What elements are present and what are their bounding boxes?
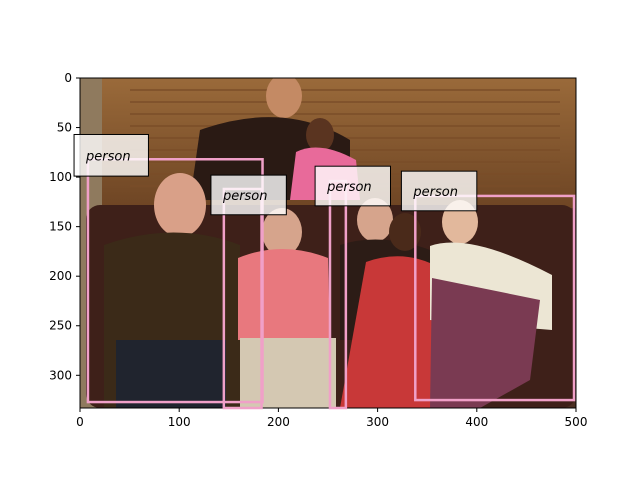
x-axis: 0 100 200 300 400 500 (76, 408, 587, 429)
axes-frame (79, 77, 577, 409)
y-tick-label: 100 (49, 170, 72, 184)
x-tick-label: 300 (366, 415, 389, 429)
label-background (73, 133, 149, 177)
y-tick-label: 300 (49, 368, 72, 382)
photo (80, 78, 576, 408)
x-tick-label: 0 (76, 415, 84, 429)
x-tick-label: 500 (565, 415, 588, 429)
y-tick-label: 50 (57, 121, 72, 135)
x-tick-label: 100 (168, 415, 191, 429)
box-label-2: person (210, 174, 287, 216)
label-background (210, 174, 287, 216)
y-tick-label: 150 (49, 220, 72, 234)
label-text: person (412, 185, 458, 200)
x-tick-label: 400 (465, 415, 488, 429)
bounding-box-4 (414, 194, 576, 402)
box-label-3: person (314, 165, 391, 207)
label-background (400, 170, 478, 212)
x-tick-label: 200 (267, 415, 290, 429)
y-tick-label: 200 (49, 269, 72, 283)
box-label-4: person (400, 170, 478, 212)
label-text: person (222, 189, 268, 204)
box-label-1: person (73, 133, 149, 177)
y-tick-label: 250 (49, 319, 72, 333)
label-text: person (85, 149, 131, 164)
label-background (314, 165, 391, 207)
y-tick-label: 0 (64, 71, 72, 85)
label-text: person (326, 180, 372, 195)
y-axis: 0 50 100 150 200 250 300 (49, 71, 80, 382)
box-labels: person person person person (73, 133, 478, 216)
